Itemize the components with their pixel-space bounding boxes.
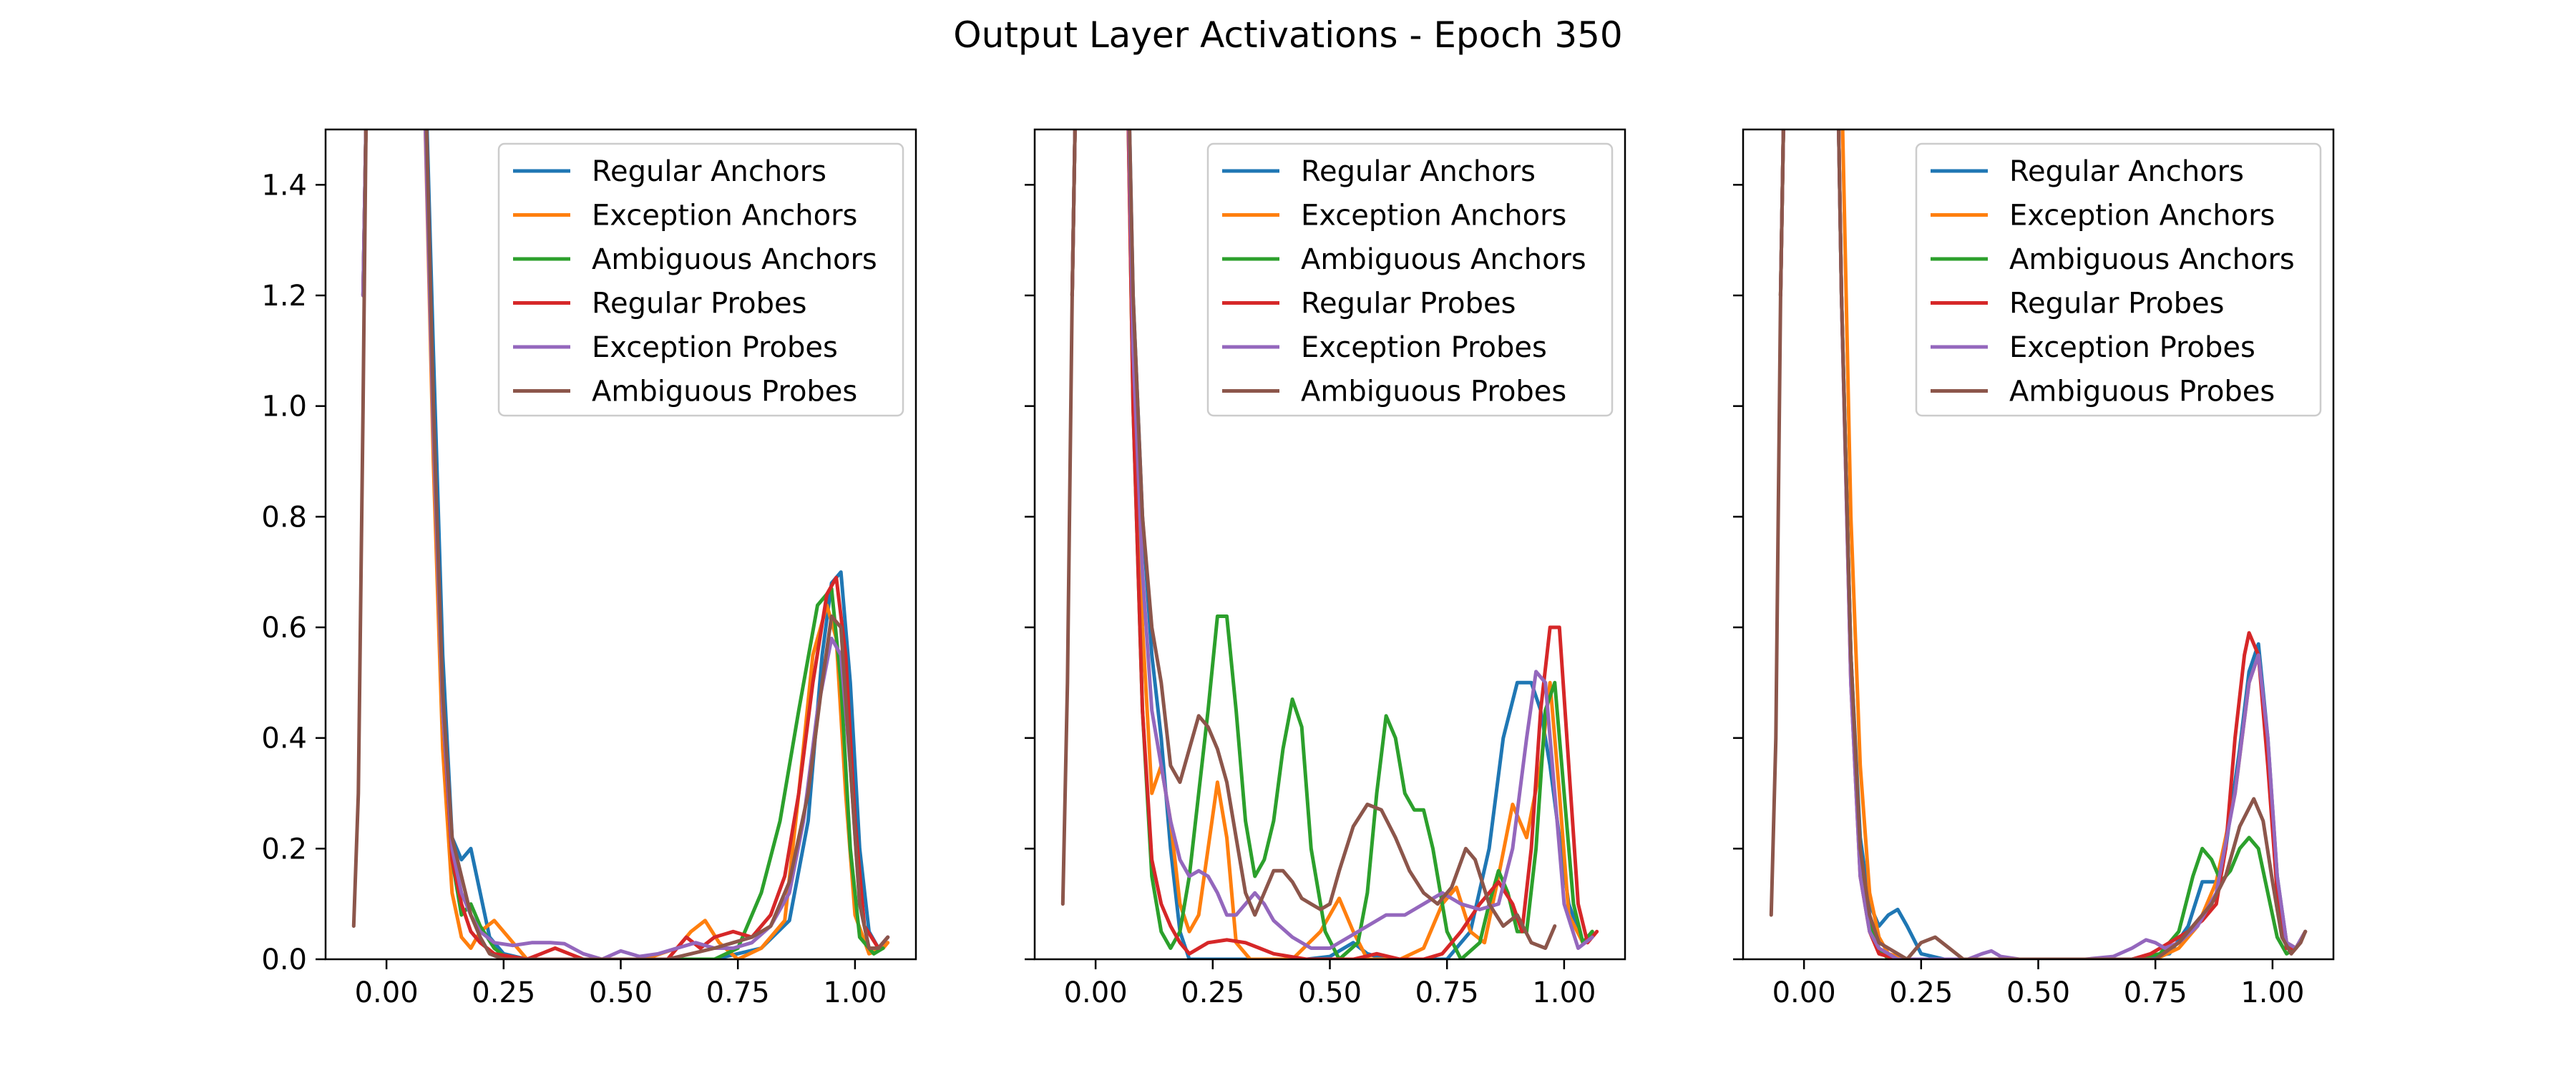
legend-label: Ambiguous Anchors [592,243,877,276]
y-tick-label: 0.2 [261,833,307,866]
x-tick-label: 1.00 [2240,976,2304,1009]
x-tick-label: 0.75 [2124,976,2187,1009]
subplot-2: 0.00 0.25 0.50 0.75 1.00 Regular Anchors Excep… [1025,128,1626,1009]
legend: Regular Anchors Exception Anchors Ambiguou… [1915,142,2322,417]
x-tick-label: 0.25 [1181,976,1244,1009]
series-line-exception-probes [1070,129,1594,950]
legend-label: Exception Probes [1301,331,1547,364]
x-tick-label: 0.50 [2006,976,2070,1009]
series-line-ambiguous-anchors [361,129,885,959]
series-group [351,129,890,959]
x-tick-label: 0.00 [1772,976,1836,1009]
series-line-ambiguous-probes [1060,129,1557,950]
legend-label: Regular Probes [592,288,806,320]
legend-label: Exception Anchors [592,200,857,232]
y-tick-label: 0.0 [261,944,307,976]
x-tick-label: 0.00 [355,976,419,1009]
legend: Regular Anchors Exception Anchors Ambiguou… [497,142,904,417]
series-group [1769,129,2308,959]
legend-box [497,142,904,417]
legend-label: Exception Anchors [2009,200,2275,232]
series-line-regular-probes [1070,129,1599,959]
legend-box [1206,142,1614,417]
legend-label: Exception Probes [2009,331,2255,364]
figure-title: Output Layer Activations - Epoch 350 [953,14,1623,56]
axes-layer: 0.00 0.25 0.50 0.75 1.00 0.0 0.2 0.4 0.6 0.8 1.0 1.… [261,128,2335,1009]
legend-label: Ambiguous Anchors [1301,243,1586,276]
y-tick-label: 0.8 [261,501,307,534]
series-line-ambiguous-probes [1769,129,2308,959]
legend-label: Regular Anchors [592,155,826,188]
subplot-3: 0.00 0.25 0.50 0.75 1.00 Regular Anchors Excep… [1733,128,2335,1009]
x-tick-label: 0.75 [1415,976,1479,1009]
series-line-ambiguous-anchors [1778,129,2308,959]
y-tick-label: 0.4 [261,722,307,755]
x-tick-label: 1.00 [823,976,887,1009]
legend-label: Ambiguous Probes [592,376,857,408]
subplot-1: 0.00 0.25 0.50 0.75 1.00 0.0 0.2 0.4 0.6 0.8 1.0 1.… [261,128,917,1009]
series-group [1060,129,1599,959]
x-tick-label: 0.50 [589,976,653,1009]
x-tick-label: 0.50 [1298,976,1362,1009]
x-tick-label: 1.00 [1532,976,1596,1009]
x-tick-label: 0.25 [1889,976,1953,1009]
y-tick-label: 1.2 [261,280,307,313]
legend-label: Regular Anchors [2009,155,2244,188]
x-tick-label: 0.25 [472,976,535,1009]
legend-label: Ambiguous Probes [1301,376,1566,408]
legend-label: Regular Probes [2009,288,2224,320]
y-tick-label: 1.0 [261,391,307,423]
x-tick-label: 0.00 [1064,976,1128,1009]
series-line-regular-anchors [361,129,890,959]
legend-label: Ambiguous Probes [2009,376,2275,408]
legend-box [1915,142,2322,417]
legend-label: Ambiguous Anchors [2009,243,2295,276]
legend-label: Regular Probes [1301,288,1516,320]
legend: Regular Anchors Exception Anchors Ambiguou… [1206,142,1614,417]
x-tick-label: 0.75 [706,976,770,1009]
legend-label: Regular Anchors [1301,155,1536,188]
y-tick-label: 1.4 [261,169,307,202]
legend-label: Exception Probes [592,331,838,364]
y-tick-label: 0.6 [261,612,307,645]
legend-label: Exception Anchors [1301,200,1566,232]
series-line-ambiguous-probes [351,129,890,959]
